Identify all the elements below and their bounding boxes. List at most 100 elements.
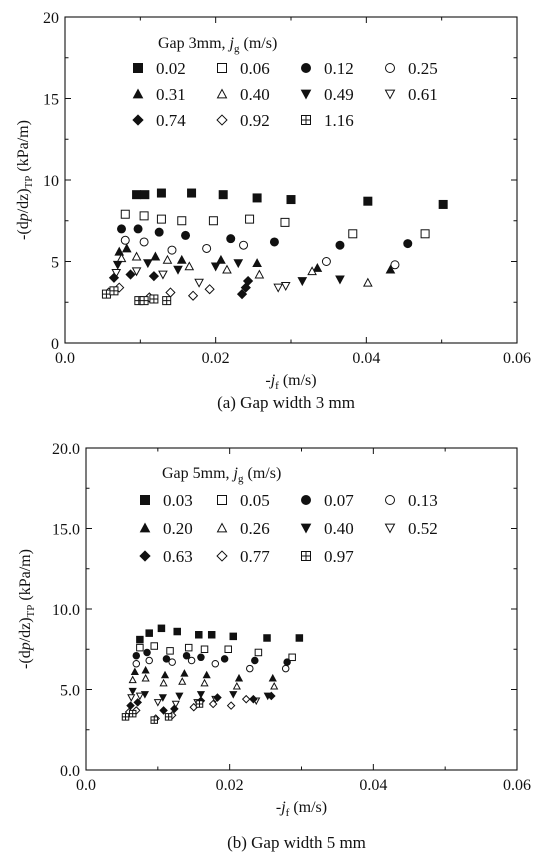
data-point bbox=[143, 259, 153, 269]
legend-label: 0.05 bbox=[240, 491, 270, 510]
legend-title-text: Gap 5mm, bbox=[162, 465, 234, 482]
data-point bbox=[127, 694, 136, 702]
data-point bbox=[197, 653, 205, 662]
data-point bbox=[156, 214, 166, 224]
series-0.13 bbox=[132, 656, 290, 673]
legend-marker bbox=[139, 522, 151, 533]
data-point bbox=[348, 229, 358, 239]
legend-marker bbox=[216, 522, 228, 533]
data-point bbox=[280, 217, 290, 227]
legend-label: 0.02 bbox=[156, 59, 186, 78]
x-axis-label-unit: (m/s) bbox=[279, 372, 317, 389]
data-point bbox=[187, 290, 199, 301]
data-point bbox=[131, 251, 142, 261]
series-0.40 bbox=[116, 251, 373, 287]
data-point bbox=[286, 195, 296, 205]
legend-marker bbox=[300, 523, 312, 534]
series-0.77 bbox=[124, 694, 251, 723]
chart-panel-b: 0.0 0.02 0.04 0.060.05.010.015.020.0-jf (m/… bbox=[17, 441, 531, 852]
data-point bbox=[176, 254, 187, 264]
legend-label: 0.25 bbox=[408, 59, 438, 78]
data-point bbox=[220, 655, 229, 663]
legend-label: 0.20 bbox=[163, 519, 193, 538]
data-point bbox=[208, 216, 218, 226]
y-tick-label: 15.0 bbox=[52, 522, 80, 539]
data-point bbox=[202, 243, 212, 253]
legend-marker bbox=[216, 88, 228, 99]
series-0.61 bbox=[111, 267, 291, 293]
legend-marker bbox=[384, 89, 396, 100]
data-point bbox=[141, 673, 150, 682]
data-point bbox=[385, 264, 396, 274]
x-axis-label: -jf (m/s) bbox=[276, 799, 327, 819]
legend-marker bbox=[217, 63, 227, 73]
data-point bbox=[150, 642, 158, 650]
data-point bbox=[140, 190, 150, 200]
data-point bbox=[145, 656, 153, 665]
legend-label: 0.52 bbox=[408, 519, 438, 538]
legend-label: 0.07 bbox=[324, 491, 354, 510]
data-point bbox=[117, 224, 126, 234]
data-point bbox=[139, 237, 149, 247]
legend-title-subscript: g bbox=[234, 43, 240, 55]
data-point bbox=[438, 199, 448, 209]
data-point bbox=[208, 699, 218, 709]
legend-label: 0.61 bbox=[408, 85, 438, 104]
legend-marker bbox=[132, 114, 144, 126]
data-point bbox=[187, 656, 196, 665]
data-point bbox=[280, 282, 291, 292]
legend-label: 0.74 bbox=[156, 111, 186, 130]
data-point bbox=[222, 264, 232, 274]
data-point bbox=[181, 230, 191, 240]
data-point bbox=[204, 284, 215, 295]
x-tick-label: 0.06 bbox=[503, 350, 531, 367]
data-point bbox=[263, 634, 271, 642]
data-point bbox=[239, 240, 249, 250]
data-point bbox=[135, 692, 144, 701]
data-point bbox=[321, 257, 331, 266]
y-axis-label-subscript: TP bbox=[25, 605, 37, 618]
series-0.92 bbox=[103, 282, 215, 303]
y-axis-label-subscript: TP bbox=[23, 176, 35, 189]
data-point bbox=[420, 229, 430, 239]
data-point bbox=[154, 227, 164, 237]
data-point bbox=[233, 259, 244, 269]
data-point bbox=[241, 694, 251, 704]
data-point bbox=[153, 699, 162, 707]
data-point bbox=[252, 258, 262, 268]
data-point bbox=[232, 681, 241, 690]
legend-title-variable: j bbox=[228, 35, 235, 52]
y-tick-label: 0 bbox=[51, 336, 59, 353]
data-point bbox=[126, 701, 135, 710]
data-point bbox=[145, 629, 153, 637]
data-point bbox=[132, 659, 141, 668]
x-tick-label: 0.04 bbox=[352, 350, 380, 367]
data-point bbox=[242, 275, 254, 287]
data-point bbox=[218, 190, 228, 200]
data-point bbox=[195, 631, 203, 639]
y-tick-label: 5 bbox=[51, 255, 59, 272]
data-point bbox=[121, 243, 132, 253]
y-axis-label: -(dp/dz)TP (kPa/m) bbox=[17, 549, 37, 669]
data-point bbox=[162, 655, 171, 663]
data-point bbox=[128, 675, 137, 684]
legend-marker bbox=[385, 495, 395, 505]
series-0.97 bbox=[121, 700, 204, 724]
data-point bbox=[251, 656, 259, 665]
data-point bbox=[171, 700, 180, 709]
data-point bbox=[133, 224, 143, 234]
data-point bbox=[143, 648, 151, 657]
data-point bbox=[178, 677, 187, 685]
data-point bbox=[170, 704, 179, 714]
data-point bbox=[132, 651, 141, 660]
legend-marker bbox=[132, 88, 144, 99]
x-axis-label-subscript: f bbox=[286, 807, 290, 819]
legend-label: 0.63 bbox=[163, 547, 193, 566]
series-0.05 bbox=[136, 642, 296, 662]
data-point bbox=[159, 678, 168, 687]
x-axis-label-variable: j bbox=[269, 372, 276, 389]
legend-label: 0.97 bbox=[324, 547, 354, 566]
data-point bbox=[236, 288, 248, 300]
data-point bbox=[267, 691, 276, 701]
